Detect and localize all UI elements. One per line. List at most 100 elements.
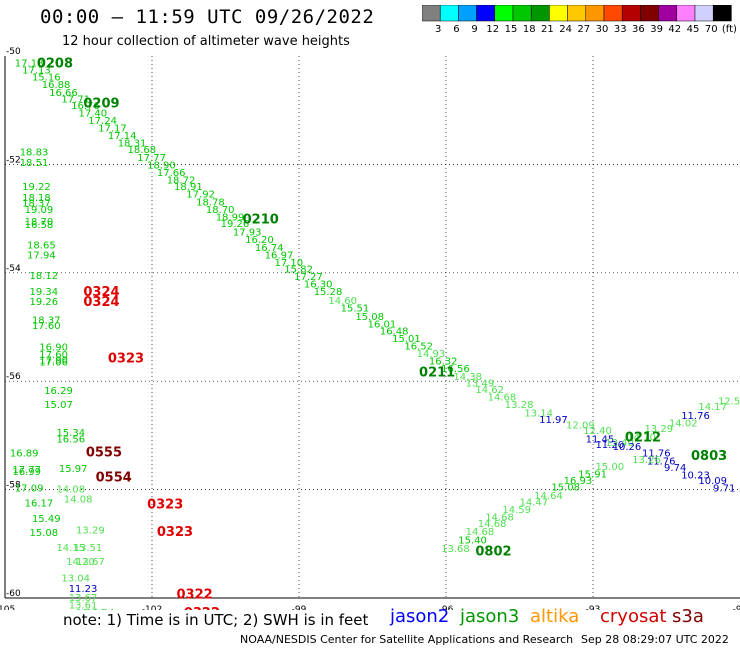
wave-height-value: 9.74 [664, 463, 686, 474]
x-tick-label: -90 [733, 605, 740, 610]
colorbar-label-row: 3 6 9 12 15 18 21 24 27 30 33 36 39 42 45 70 (ft) [435, 24, 737, 35]
x-tick-label: -99 [292, 605, 307, 610]
wave-height-value: 16.74 [255, 243, 284, 254]
pass-time-label: 0209 [83, 97, 119, 112]
mission-jason3: jason3 [460, 606, 520, 627]
wave-height-value: 14.15 [56, 543, 85, 554]
pass-time-label: 0212 [625, 430, 661, 445]
wave-height-value: 11.20 [595, 440, 624, 451]
wave-height-value: 14.59 [502, 505, 531, 516]
y-tick-label: -54 [6, 264, 21, 274]
wave-height-value: 13.14 [524, 409, 553, 420]
colorbar-label: 21 [541, 24, 554, 35]
wave-height-value: 16.88 [42, 80, 71, 91]
wave-height-value: 18.70 [206, 205, 235, 216]
pass-time-label: 0323 [157, 525, 193, 540]
wave-height-value: 11.76 [642, 449, 671, 460]
pass-time-label: 0322 [177, 588, 213, 603]
mission-s3a: s3a [672, 606, 704, 627]
wave-height-value: 14.68 [478, 519, 507, 530]
wave-height-value: 13.68 [441, 544, 470, 555]
wave-height-value: 16.17 [25, 499, 54, 510]
wave-height-value: 19.34 [30, 287, 59, 298]
y-tick-label: -50 [6, 47, 21, 57]
wave-height-value: 13.29 [76, 526, 105, 537]
wave-height-value: 13.28 [505, 400, 534, 411]
wave-height-value: 13.04 [61, 573, 90, 584]
wave-height-value: 18.90 [147, 160, 176, 171]
wave-height-value: 11.23 [69, 584, 98, 595]
footer-generated-time: Sep 28 08:29:07 UTC 2022 [581, 633, 729, 646]
pass-time-label: 0210 [243, 213, 279, 228]
wave-height-value: 15.08 [355, 312, 384, 323]
wave-height-value: 16.58 [25, 220, 54, 231]
wave-height-value: 12.40 [583, 426, 612, 437]
wave-height-value: 18.65 [27, 241, 56, 252]
wave-height-value: 15.91 [578, 469, 607, 480]
wave-height-value: 18.78 [196, 197, 225, 208]
wave-height-value: 9.71 [713, 483, 735, 494]
wave-height-value: 11.76 [681, 411, 710, 422]
colorbar-label: 18 [523, 24, 536, 35]
x-tick-label: -96 [439, 605, 454, 610]
colorbar-label: 27 [577, 24, 590, 35]
wave-height-value: 14.20 [66, 557, 95, 568]
wave-height-value: 18.51 [20, 158, 49, 169]
colorbar-label: 9 [471, 24, 477, 35]
wave-height-value: 17.60 [32, 321, 61, 332]
wave-height-value: 12.56 [718, 397, 740, 408]
chart-title: 00:00 – 11:59 UTC 09/26/2022 [40, 6, 375, 28]
pass-time-label: 0323 [108, 351, 144, 366]
wave-height-value: 14.68 [488, 392, 517, 403]
wave-height-value: 17.66 [157, 168, 186, 179]
wave-height-value: 16.32 [429, 357, 458, 368]
colorbar-label: 36 [632, 24, 645, 35]
wave-height-value: 13.67 [69, 593, 98, 604]
wave-height-value: 16.29 [44, 386, 73, 397]
wave-height-value: 18.70 [25, 217, 54, 228]
wave-height-value: 14.38 [453, 372, 482, 383]
colorbar-label: 12 [486, 24, 499, 35]
wave-height-value: 13.26 [632, 455, 661, 466]
colorbar-label: 45 [687, 24, 700, 35]
wave-height-value: 13.49 [466, 378, 495, 389]
wave-height-value: 13.84 [76, 608, 105, 610]
pass-time-label: 0323 [147, 498, 183, 513]
wave-height-value: 13.51 [74, 543, 103, 554]
wave-height-value: 18.99 [216, 212, 245, 223]
wave-height-value: 11.97 [539, 415, 568, 426]
wave-height-value: 17.14 [108, 131, 137, 142]
wave-height-value: 14.62 [475, 385, 504, 396]
y-tick-label: -56 [6, 372, 21, 382]
wave-height-value: 16.20 [245, 235, 274, 246]
wave-height-value: 15.82 [284, 264, 313, 275]
wave-height-value: 11.45 [586, 435, 615, 446]
wave-height-value: 17.93 [233, 228, 262, 239]
wave-height-value: 17.60 [39, 350, 68, 361]
wave-height-value: 16.76 [71, 101, 100, 112]
wave-height-value: 17.77 [12, 465, 41, 476]
wave-height-value: 14.17 [698, 402, 727, 413]
wave-height-value: 17.10 [275, 258, 304, 269]
wave-height-value: 15.00 [595, 462, 624, 473]
pass-time-label: 0322 [184, 606, 220, 610]
x-tick-label: -93 [586, 605, 601, 610]
colorbar-label: (ft) [722, 24, 737, 35]
wave-height-value: 16.66 [49, 88, 78, 99]
wave-height-value: 14.93 [417, 349, 446, 360]
wave-height-value: 16.48 [380, 326, 409, 337]
wave-height-value: 13.67 [76, 557, 105, 568]
mission-cryosat: cryosat [600, 606, 667, 627]
wave-height-value: 10.26 [613, 442, 642, 453]
wave-height-value: 14.70 [627, 432, 656, 443]
wave-height-value: 15.08 [551, 482, 580, 493]
wave-height-value: 16.93 [564, 476, 593, 487]
x-tick-label: -102 [142, 605, 162, 610]
wave-height-value: 12.09 [566, 421, 595, 432]
wave-height-value: 16.01 [368, 320, 397, 331]
wave-height-value: 18.31 [118, 139, 147, 150]
wave-height-value: 14.60 [328, 296, 357, 307]
wave-height-value: 11.76 [647, 456, 676, 467]
wave-height-value: 10.23 [681, 470, 710, 481]
wave-height-value: 19.26 [30, 297, 59, 308]
